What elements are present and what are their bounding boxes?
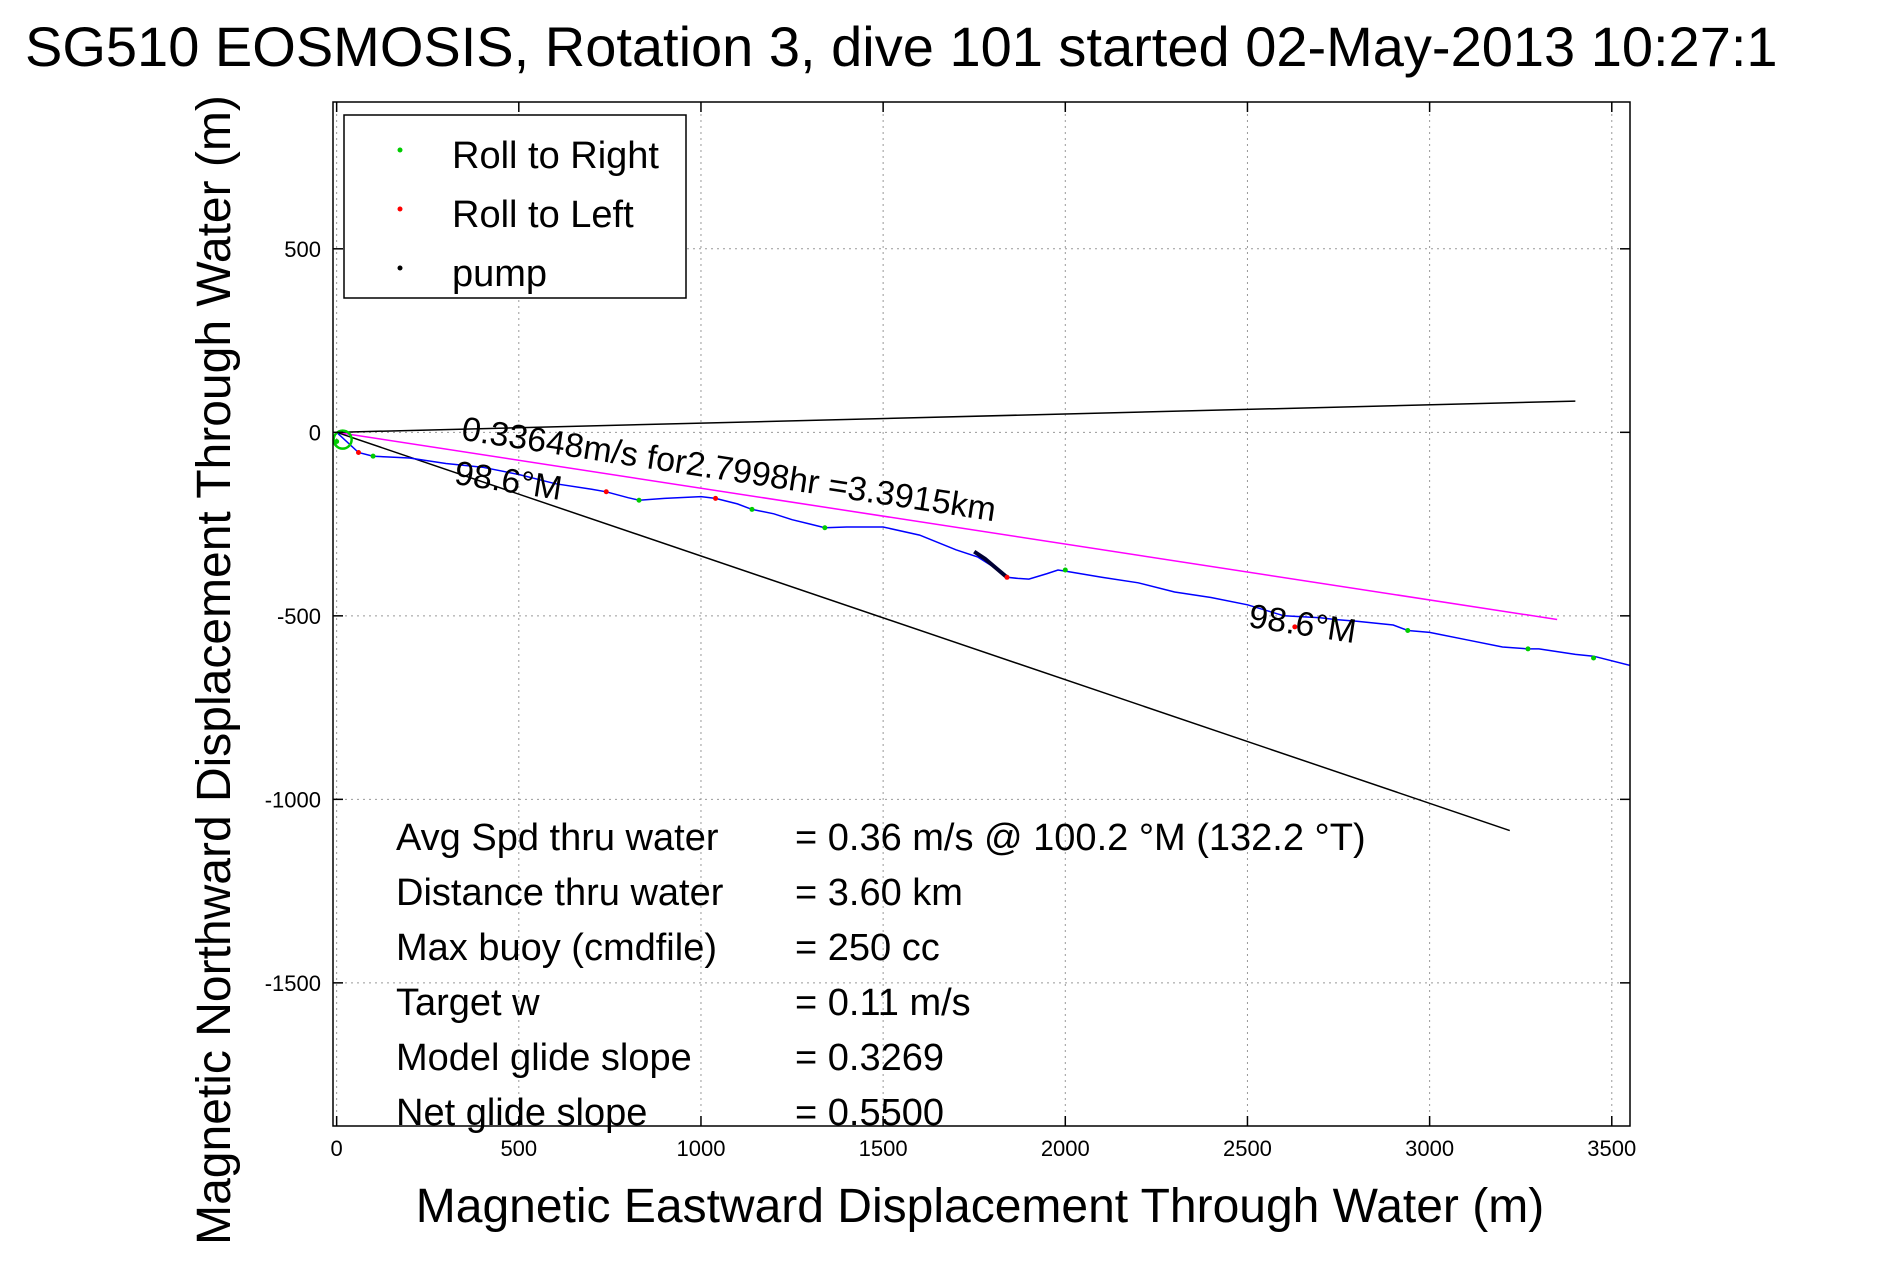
x-tick-label: 3000 (1405, 1136, 1454, 1161)
heading-label-lower: 98.6°M (1246, 597, 1359, 651)
y-tick-label: -500 (277, 604, 321, 629)
heading-line-upper (336, 400, 1576, 434)
x-tick-label: 2000 (1041, 1136, 1090, 1161)
roll-left-point (713, 495, 719, 501)
roll-right-point (334, 438, 340, 444)
stat-value: = 3.60 km (795, 872, 963, 914)
roll-right-point (1332, 617, 1338, 623)
stat-label: Max buoy (cmdfile) (396, 927, 717, 969)
y-tick-label: 0 (309, 420, 321, 445)
roll-left-point (356, 450, 362, 456)
legend-marker (397, 265, 403, 271)
x-tick-label: 1500 (859, 1136, 908, 1161)
x-tick-label: 1000 (676, 1136, 725, 1161)
roll-right-point (1062, 567, 1068, 573)
roll-left-point (1292, 624, 1298, 630)
x-tick-label: 2500 (1223, 1136, 1272, 1161)
y-tick-label: -1500 (265, 971, 321, 996)
roll-right-point (822, 525, 828, 531)
legend: Roll to Right Roll to Left pump (343, 114, 687, 299)
stat-label: Target w (396, 982, 540, 1024)
roll-right-point (636, 497, 642, 503)
legend-marker (397, 206, 403, 212)
series-pump (973, 549, 1009, 579)
stat-value: = 0.36 m/s @ 100.2 °M (132.2 °T) (795, 817, 1366, 859)
stat-value: = 0.11 m/s (795, 982, 971, 1024)
roll-right-point (1525, 646, 1531, 652)
stat-value: = 0.3269 (795, 1037, 944, 1079)
annotations: 0.33648m/s for2.7998hr =3.3915km98.6°M98… (452, 410, 1359, 651)
y-tick-label: 500 (284, 237, 321, 262)
roll-right-point (749, 506, 755, 512)
chart-title: SG510 EOSMOSIS, Rotation 3, dive 101 sta… (25, 15, 1778, 78)
axis-ticks: 0 500 1000 1500 2000 2500 3000 3500 500 0 -500 -100… (265, 102, 1636, 1161)
roll-right-point (1405, 628, 1411, 634)
roll-left-point (603, 489, 609, 495)
stat-value: = 0.5500 (795, 1092, 944, 1134)
stat-label: Avg Spd thru water (396, 817, 719, 859)
heading-line-lower (336, 431, 1511, 832)
legend-label: Roll to Right (452, 135, 659, 177)
heading-label-upper: 98.6°M (452, 454, 565, 508)
x-tick-label: 0 (331, 1136, 343, 1161)
avg-speed-line (336, 431, 1558, 621)
roll-right-point (370, 453, 376, 459)
plot-frame (332, 101, 1631, 1127)
plot-lines (332, 400, 1630, 832)
roll-right-point (1591, 655, 1597, 661)
stats-block: Avg Spd thru water = 0.36 m/s @ 100.2 °M … (396, 817, 1366, 1134)
series-track (336, 431, 1630, 667)
x-tick-label: 500 (500, 1136, 537, 1161)
stat-label: Distance thru water (396, 872, 724, 914)
stat-label: Model glide slope (396, 1037, 692, 1079)
x-tick-label: 3500 (1587, 1136, 1636, 1161)
stat-label: Net glide slope (396, 1092, 647, 1134)
roll-left-point (1004, 574, 1010, 580)
y-axis-label: Magnetic Northward Displacement Through … (188, 95, 241, 1245)
legend-marker (397, 147, 403, 153)
x-axis-label: Magnetic Eastward Displacement Through W… (416, 1180, 1544, 1233)
y-tick-label: -1000 (265, 787, 321, 812)
legend-label: Roll to Left (452, 194, 634, 236)
stat-value: = 250 cc (795, 927, 940, 969)
legend-label: pump (452, 253, 547, 295)
